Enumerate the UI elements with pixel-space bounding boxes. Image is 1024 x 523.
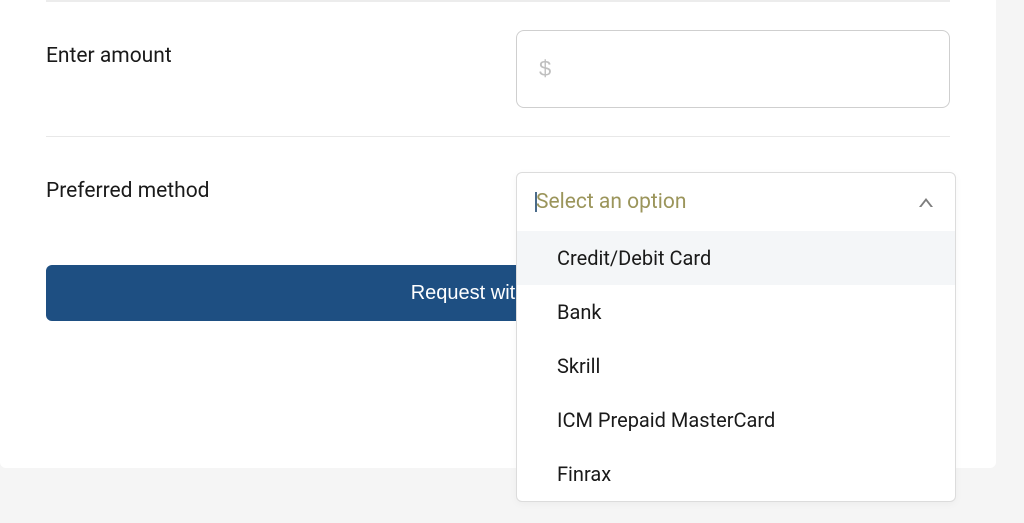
method-option-credit-debit-card[interactable]: Credit/Debit Card bbox=[517, 231, 955, 285]
withdrawal-form-card: Enter amount Preferred method Request wi… bbox=[0, 0, 996, 468]
amount-row: Enter amount bbox=[46, 2, 950, 137]
amount-label: Enter amount bbox=[46, 30, 516, 68]
method-option-skrill[interactable]: Skrill bbox=[517, 339, 955, 393]
method-dropdown-placeholder: Select an option bbox=[535, 190, 686, 214]
chevron-up-icon bbox=[919, 198, 933, 207]
method-option-finrax[interactable]: Finrax bbox=[517, 447, 955, 501]
method-option-icm-prepaid-mastercard[interactable]: ICM Prepaid MasterCard bbox=[517, 393, 955, 447]
method-label: Preferred method bbox=[46, 165, 516, 203]
method-dropdown: Select an option Credit/Debit Card Bank … bbox=[516, 172, 956, 502]
method-option-bank[interactable]: Bank bbox=[517, 285, 955, 339]
amount-input-wrap bbox=[516, 30, 950, 108]
method-dropdown-list: Credit/Debit Card Bank Skrill ICM Prepai… bbox=[517, 231, 955, 501]
amount-input[interactable] bbox=[516, 30, 950, 108]
method-dropdown-header[interactable]: Select an option bbox=[517, 173, 955, 231]
